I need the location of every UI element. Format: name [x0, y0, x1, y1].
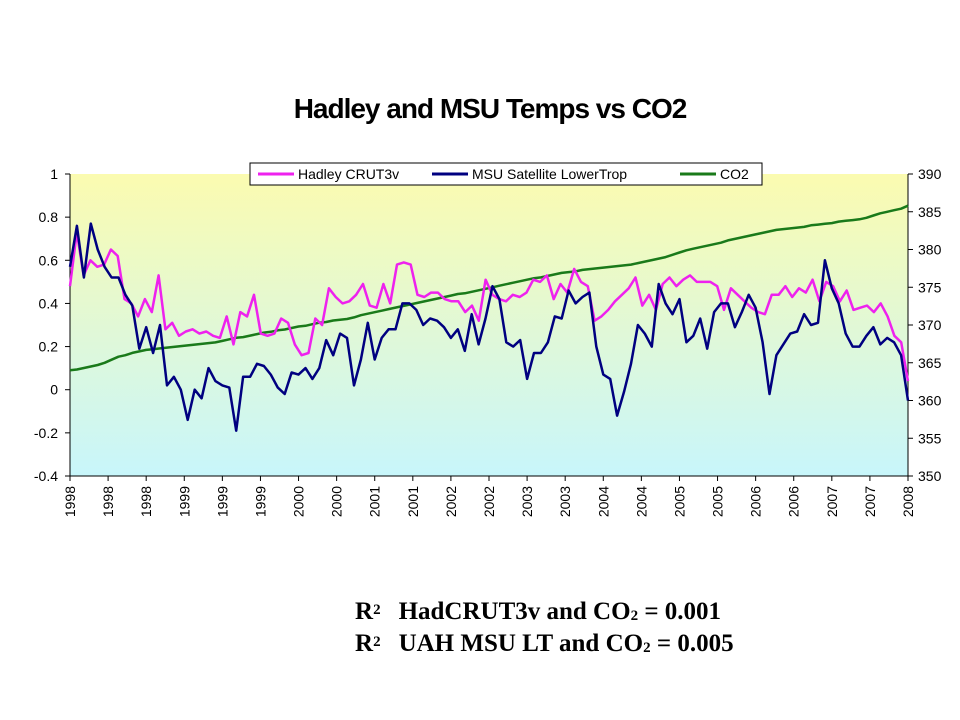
y-left-tick-label: 0.8: [39, 209, 59, 225]
plot-area: [70, 174, 908, 476]
x-tick-label: 2006: [748, 486, 764, 517]
legend-box: [249, 162, 763, 186]
y-right-tick-label: 385: [918, 204, 942, 220]
y-left-tick-label: 0.2: [39, 339, 59, 355]
x-tick-label: 2006: [786, 486, 802, 517]
x-tick-label: 2000: [291, 486, 307, 517]
legend: Hadley CRUT3v MSU Satellite LowerTrop CO…: [249, 162, 763, 186]
series-hadley-line: [68, 230, 910, 382]
y-left-tick-label: -0.4: [34, 468, 58, 484]
co2-subscript: 2: [643, 640, 651, 656]
x-tick-label: 2000: [329, 486, 345, 517]
series-msu-line: [68, 222, 910, 432]
x-tick-label: 1998: [62, 486, 78, 517]
x-tick-label: 2005: [710, 486, 726, 517]
y-left-tick-label: 1: [50, 166, 58, 182]
x-tick-label: 2001: [367, 486, 383, 517]
stats-label-uah: UAH MSU LT and CO: [398, 630, 644, 657]
x-tick-label: 2002: [481, 486, 497, 517]
x-tick-label: 2005: [671, 486, 687, 517]
r-symbol: R: [355, 598, 374, 625]
x-tick-label: 2001: [405, 486, 421, 517]
y-right-tick-label: 355: [918, 430, 942, 446]
y-right-tick-label: 370: [918, 317, 942, 333]
stats-value-uah: = 0.005: [650, 630, 734, 657]
stats-line-uah: R2 UAH MSU LT and CO2 = 0.005: [355, 628, 734, 660]
y-right-tick-label: 375: [918, 279, 942, 295]
r-superscript: 2: [373, 602, 381, 618]
chart-title: Hadley and MSU Temps vs CO2: [294, 93, 687, 124]
y-right-tick-label: 390: [918, 166, 942, 182]
x-tick-label: 2007: [824, 486, 840, 517]
y-right-tick-label: 380: [918, 242, 942, 258]
x-tick-label: 1998: [138, 486, 154, 517]
stats-block: R2 HadCRUT3v and CO2 = 0.001 R2 UAH MSU LT…: [355, 596, 734, 660]
y-left-tick-label: -0.2: [34, 425, 58, 441]
r-superscript: 2: [373, 634, 381, 650]
legend-label-co2: CO2: [720, 166, 749, 182]
x-tick-label: 2004: [633, 486, 649, 517]
x-tick-label: 2008: [900, 486, 916, 517]
x-tick-label: 2002: [443, 486, 459, 517]
stats-label-hadcrut: HadCRUT3v and CO: [398, 598, 631, 625]
y-left-tick-label: 0.6: [39, 252, 59, 268]
x-tick-label: 2007: [862, 486, 878, 517]
stats-value-hadcrut: = 0.001: [638, 598, 722, 625]
stats-line-hadcrut: R2 HadCRUT3v and CO2 = 0.001: [355, 596, 734, 628]
legend-label-msu: MSU Satellite LowerTrop: [472, 166, 627, 182]
x-tick-label: 2003: [557, 486, 573, 517]
legend-label-hadley: Hadley CRUT3v: [298, 166, 399, 182]
x-tick-label: 1998: [100, 486, 116, 517]
x-tick-label: 1999: [214, 486, 230, 517]
x-tick-label: 2003: [519, 486, 535, 517]
y-right-tick-label: 350: [918, 468, 942, 484]
y-left-tick-label: 0: [50, 382, 58, 398]
r-symbol: R: [355, 630, 374, 657]
y-right-tick-label: 365: [918, 355, 942, 371]
co2-subscript: 2: [630, 608, 639, 624]
y-right-tick-label: 360: [918, 393, 942, 409]
y-left-tick-label: 0.4: [39, 295, 59, 311]
x-tick-label: 2004: [595, 486, 611, 517]
x-tick-label: 1999: [252, 486, 268, 517]
x-tick-label: 1999: [176, 486, 192, 517]
